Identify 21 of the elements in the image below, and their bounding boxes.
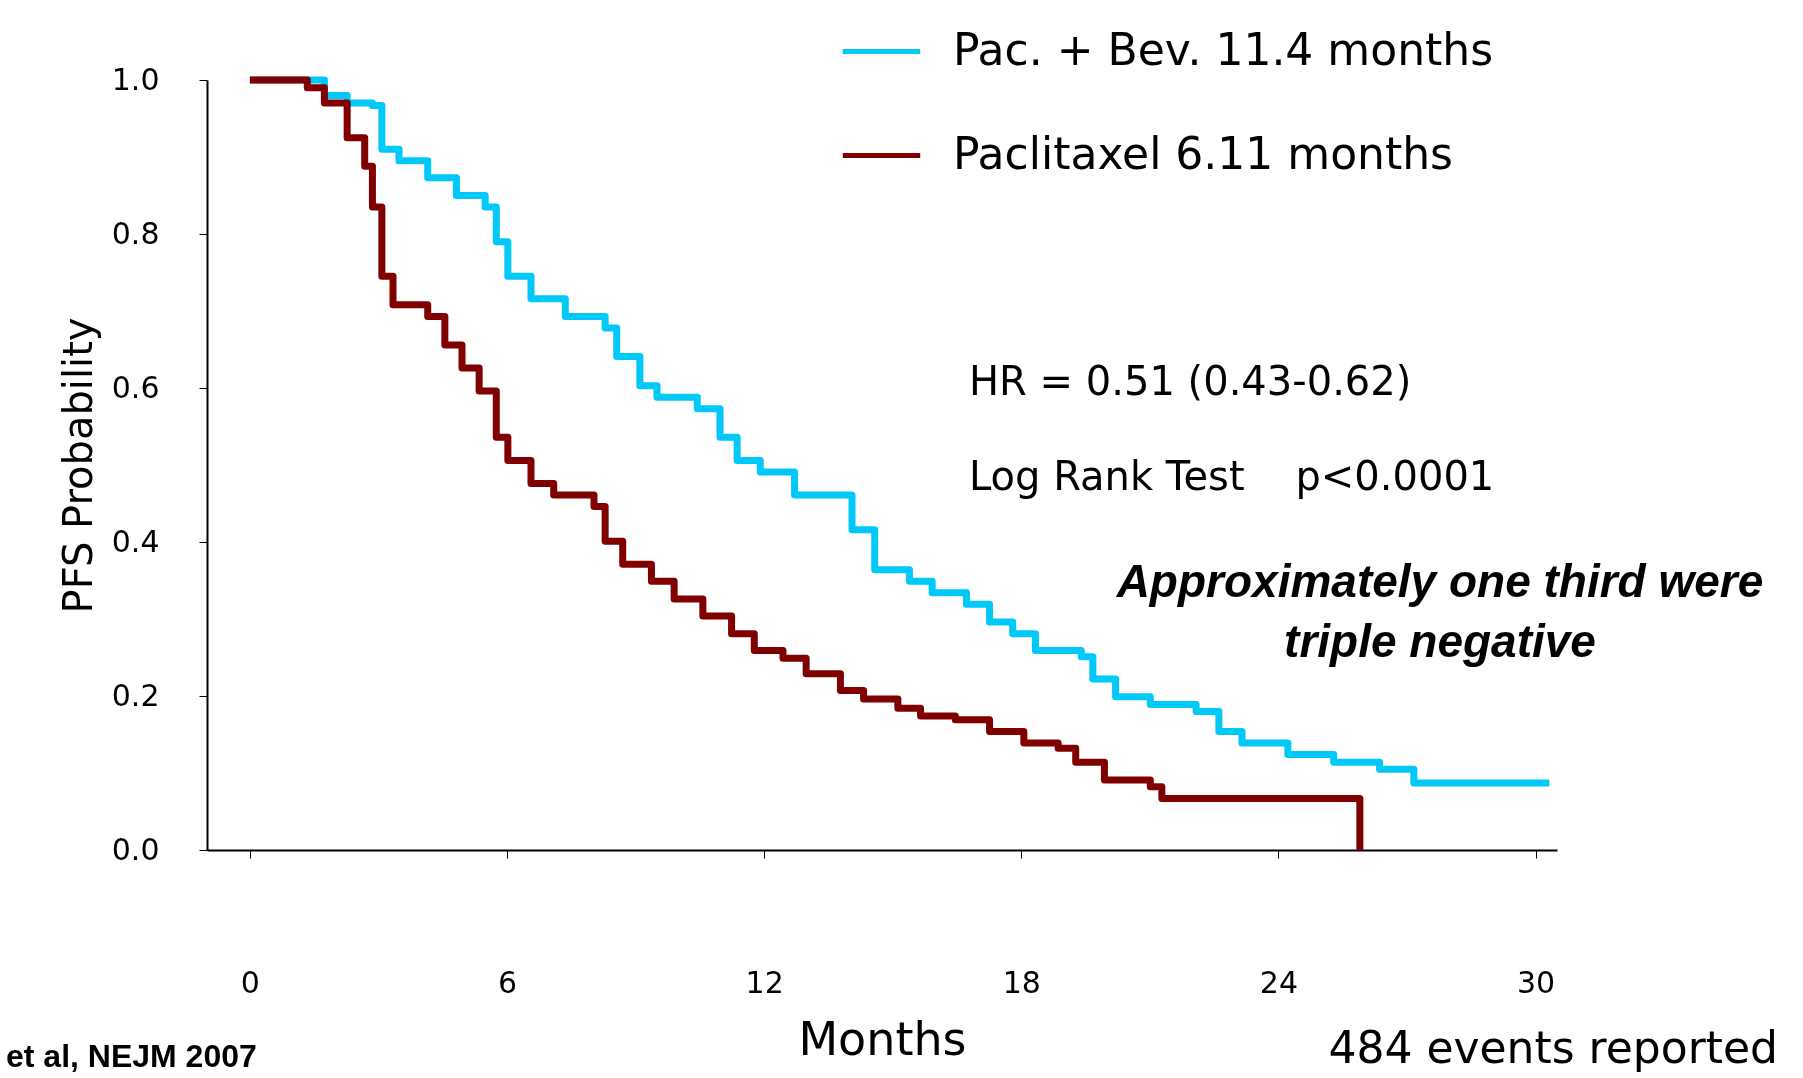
text: 484 events reported: [1328, 1022, 1778, 1073]
legend-label: Paclitaxel 6.11 months: [953, 127, 1454, 179]
y-tick-label: 0.4: [111, 523, 160, 559]
annotation: HR = 0.51 (0.43-0.62): [969, 358, 1412, 404]
text: et al, NEJM 2007: [6, 1038, 257, 1075]
x-tick-label: 6: [497, 964, 518, 1000]
x-tick-label: 30: [1516, 964, 1556, 1000]
annotation: Log Rank Test p<0.0001: [969, 453, 1495, 499]
y-tick-label: 1.0: [111, 61, 160, 97]
x-tick-label: 0: [240, 964, 260, 1000]
y-tick-label: 0.8: [111, 215, 160, 251]
y-tick-label: 0.0: [111, 831, 160, 867]
x-axis-title: Months: [798, 1011, 967, 1066]
y-tick-label: 0.6: [111, 369, 160, 405]
legend-label: Pac. + Bev. 11.4 months: [953, 23, 1494, 75]
y-axis-title: PFS Probability: [54, 317, 101, 614]
annotation: Approximately one third were triple negative: [1115, 554, 1765, 669]
x-tick-label: 24: [1259, 964, 1299, 1000]
x-tick-label: 12: [745, 964, 784, 1000]
x-tick-label: 18: [1002, 964, 1041, 1000]
y-tick-label: 0.2: [111, 677, 160, 713]
